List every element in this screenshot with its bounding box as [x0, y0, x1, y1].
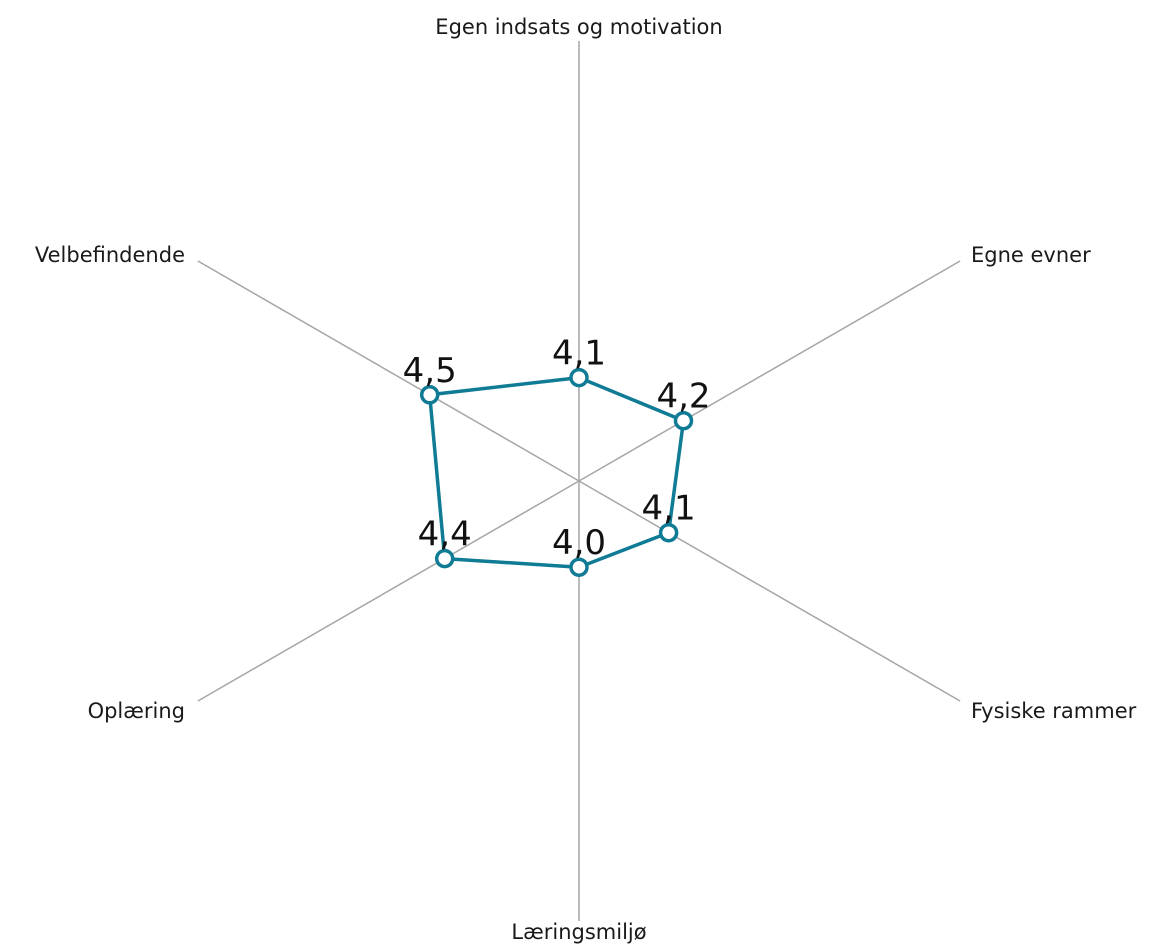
- axis-label-egen-indsats-og-motivation: Egen indsats og motivation: [435, 15, 722, 39]
- data-label-egen-indsats-og-motivation: 4,1: [552, 334, 606, 374]
- axis-line-velbefindende: [197, 260, 580, 482]
- data-point-fysiske-rammer: [658, 522, 679, 543]
- data-points: [419, 367, 694, 577]
- radar-axes: [197, 41, 961, 921]
- axis-line-egne-evner: [578, 260, 961, 482]
- data-point-velbefindende: [419, 385, 440, 405]
- axis-label-oplæring: Oplæring: [88, 699, 185, 723]
- axis-line-fysiske-rammer: [578, 480, 961, 702]
- axis-label-læringsmiljø: Læringsmiljø: [511, 920, 646, 944]
- data-point-læringsmiljø: [569, 557, 589, 577]
- axis-label-velbefindende: Velbefindende: [35, 243, 185, 267]
- data-point-egne-evner: [673, 410, 694, 431]
- data-label-fysiske-rammer: 4,1: [642, 489, 696, 529]
- data-labels: 4,1 4,2 4,1 4,0 4,4 4,5: [403, 334, 711, 564]
- data-label-velbefindende: 4,5: [403, 351, 457, 391]
- data-label-egne-evner: 4,2: [656, 377, 710, 417]
- data-point-oplæring: [434, 548, 455, 569]
- axis-label-egne-evner: Egne evner: [971, 243, 1091, 267]
- axis-label-fysiske-rammer: Fysiske rammer: [971, 699, 1137, 723]
- radar-axis-labels: Egen indsats og motivation Egne evner Fysi…: [35, 15, 1137, 944]
- data-label-læringsmiljø: 4,0: [552, 523, 606, 563]
- axis-line-oplæring: [197, 480, 580, 702]
- data-label-oplæring: 4,4: [418, 515, 472, 555]
- data-point-egen-indsats-og-motivation: [569, 367, 589, 388]
